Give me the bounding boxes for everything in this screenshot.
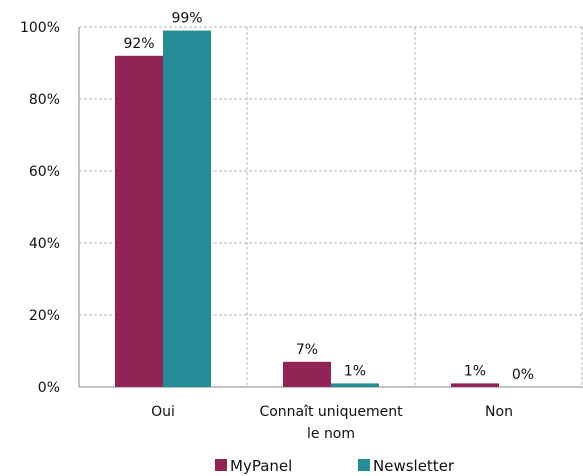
- x-tick-labels: Oui Connaît uniquement le nom Non: [151, 404, 513, 442]
- legend-label-mypanel: MyPanel: [230, 457, 292, 475]
- bar-newsletter-0: [163, 30, 211, 387]
- y-tick-label: 100%: [20, 20, 60, 36]
- y-tick-label: 80%: [29, 92, 60, 108]
- y-tick-labels: 0% 20% 40% 60% 80% 100%: [20, 20, 60, 396]
- bar-mypanel-2: [451, 383, 499, 387]
- bar-mypanel-1: [283, 361, 331, 387]
- y-tick-label: 60%: [29, 164, 60, 180]
- x-tick-label: Non: [485, 404, 513, 420]
- bar-newsletter-1: [331, 383, 379, 387]
- data-label: 99%: [171, 11, 202, 27]
- legend-swatch-mypanel: [215, 459, 227, 471]
- data-label: 92%: [123, 36, 154, 52]
- data-label: 0%: [512, 367, 534, 383]
- y-tick-label: 0%: [38, 380, 60, 396]
- data-label: 1%: [464, 363, 486, 379]
- x-tick-label: Connaît uniquement le nom: [259, 404, 403, 442]
- x-tick-label: Oui: [151, 404, 175, 420]
- legend: MyPanel Newsletter: [215, 457, 455, 475]
- data-labels: 92% 99% 7% 1% 1% 0%: [123, 11, 534, 383]
- y-tick-label: 20%: [29, 308, 60, 324]
- data-label: 7%: [296, 342, 318, 358]
- legend-label-newsletter: Newsletter: [373, 457, 455, 475]
- y-tick-label: 40%: [29, 236, 60, 252]
- bars: [115, 30, 499, 388]
- gridlines: [79, 26, 583, 387]
- legend-swatch-newsletter: [358, 459, 370, 471]
- bar-mypanel-0: [115, 55, 163, 388]
- data-label: 1%: [344, 363, 366, 379]
